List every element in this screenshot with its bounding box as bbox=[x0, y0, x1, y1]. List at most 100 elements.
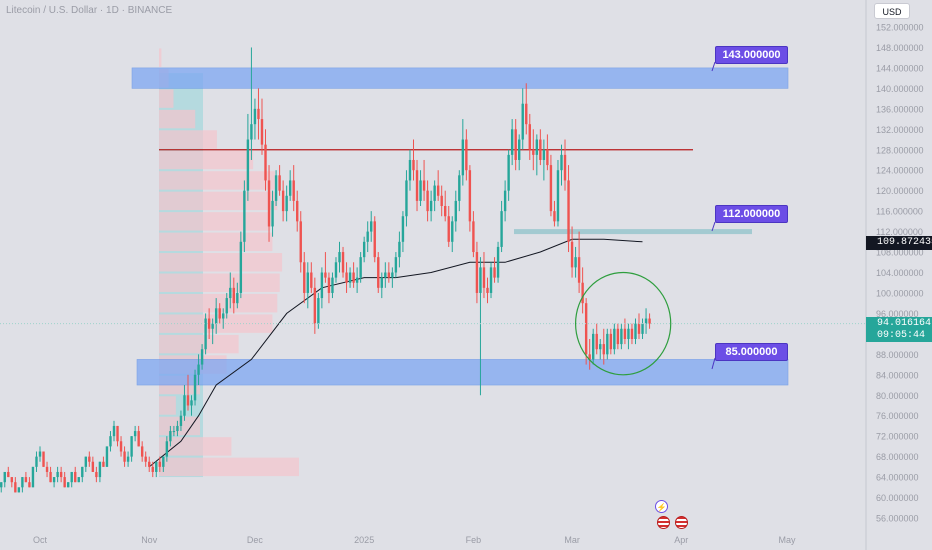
candle-body bbox=[503, 190, 507, 212]
candle-body bbox=[21, 477, 24, 488]
candle-body bbox=[644, 318, 648, 324]
candle-body bbox=[510, 129, 514, 155]
candle-body bbox=[7, 471, 10, 478]
candle-body bbox=[285, 195, 288, 212]
candle-body bbox=[500, 211, 503, 247]
candle-body bbox=[588, 354, 591, 360]
candle-body bbox=[641, 323, 644, 334]
candle-body bbox=[384, 272, 387, 278]
callout-leader bbox=[711, 221, 716, 232]
callout-leader bbox=[711, 357, 716, 370]
candle-body bbox=[260, 119, 264, 145]
candle-body bbox=[116, 425, 119, 442]
candle-body bbox=[84, 456, 88, 467]
candle-body bbox=[133, 431, 137, 437]
candle-body bbox=[320, 272, 324, 299]
candle-body bbox=[486, 287, 489, 293]
y-tick-label: 132.000000 bbox=[876, 125, 924, 135]
candle-body bbox=[162, 456, 165, 467]
candle-body bbox=[616, 328, 620, 345]
last-price-value: 94.016164 bbox=[877, 318, 932, 329]
candle-body bbox=[630, 328, 634, 339]
moving-average-line bbox=[148, 238, 643, 468]
candle-body bbox=[112, 425, 116, 437]
candle-body bbox=[574, 257, 577, 268]
countdown-timer: 09:05:44 bbox=[877, 330, 926, 341]
candle-body bbox=[299, 221, 302, 263]
callout-112[interactable]: 112.000000 bbox=[715, 205, 788, 223]
x-tick-label: Oct bbox=[33, 535, 48, 545]
y-tick-label: 108.000000 bbox=[876, 248, 924, 258]
candle-body bbox=[567, 180, 570, 242]
x-tick-label: 2025 bbox=[354, 535, 374, 545]
candle-body bbox=[637, 323, 641, 334]
volume-profile-bar bbox=[159, 437, 232, 456]
candle-body bbox=[42, 451, 45, 467]
candle-body bbox=[274, 175, 278, 201]
candle-body bbox=[236, 292, 239, 304]
candle-body bbox=[514, 129, 517, 160]
candle-body bbox=[91, 461, 95, 472]
callout-143[interactable]: 143.000000 bbox=[715, 46, 788, 64]
candle-body bbox=[366, 231, 369, 242]
y-tick-label: 124.000000 bbox=[876, 166, 924, 176]
candle-body bbox=[211, 323, 214, 329]
candle-body bbox=[35, 456, 38, 467]
candle-body bbox=[391, 272, 394, 278]
candle-body bbox=[454, 200, 457, 222]
candle-body bbox=[172, 431, 176, 433]
candle-body bbox=[77, 477, 80, 483]
candle-body bbox=[602, 344, 605, 355]
y-tick-label: 112.000000 bbox=[876, 227, 923, 237]
callout-85[interactable]: 85.000000 bbox=[715, 343, 788, 361]
currency-button[interactable]: USD bbox=[874, 3, 910, 19]
volume-profile-bar bbox=[159, 416, 201, 436]
candle-body bbox=[468, 170, 472, 222]
us-flag-icon[interactable] bbox=[675, 516, 688, 529]
candle-body bbox=[570, 241, 574, 268]
candle-body bbox=[292, 180, 295, 201]
candle-body bbox=[281, 190, 285, 212]
candle-body bbox=[229, 287, 232, 299]
y-tick-label: 80.000000 bbox=[876, 391, 919, 401]
highlight-ellipse bbox=[574, 271, 672, 376]
candle-body bbox=[324, 272, 327, 278]
candle-body bbox=[327, 277, 331, 293]
candle-body bbox=[542, 149, 546, 160]
candle-body bbox=[535, 139, 539, 155]
candle-body bbox=[401, 216, 405, 242]
ma-price-tag: 109.872435 bbox=[866, 236, 932, 250]
candle-body bbox=[352, 272, 355, 283]
candle-body bbox=[38, 451, 42, 457]
candle-body bbox=[81, 466, 84, 478]
volume-profile-bar bbox=[159, 150, 254, 170]
candle-body bbox=[296, 200, 299, 222]
candle-body bbox=[243, 190, 246, 242]
candle-body bbox=[59, 471, 63, 478]
candle-body bbox=[250, 124, 253, 140]
candle-body bbox=[387, 272, 391, 278]
candle-body bbox=[3, 471, 6, 483]
candle-body bbox=[31, 466, 35, 488]
support-zone bbox=[136, 359, 789, 386]
candle-body bbox=[595, 333, 598, 350]
candle-body bbox=[436, 185, 440, 196]
candle-body bbox=[74, 471, 77, 483]
candle-body bbox=[310, 272, 313, 288]
candle-body bbox=[183, 395, 186, 416]
y-tick-label: 96.000000 bbox=[876, 309, 919, 319]
us-flag-icon[interactable] bbox=[657, 516, 670, 529]
candle-body bbox=[584, 303, 588, 355]
candle-body bbox=[123, 451, 126, 462]
candle-body bbox=[303, 262, 306, 293]
candle-body bbox=[419, 180, 422, 201]
volume-profile-bar bbox=[159, 232, 273, 252]
lightning-icon[interactable]: ⚡ bbox=[655, 500, 668, 513]
candle-body bbox=[288, 180, 292, 196]
volume-profile-bar bbox=[159, 457, 299, 477]
candle-body bbox=[70, 471, 73, 483]
y-tick-label: 100.000000 bbox=[876, 289, 924, 299]
candle-body bbox=[214, 308, 218, 324]
